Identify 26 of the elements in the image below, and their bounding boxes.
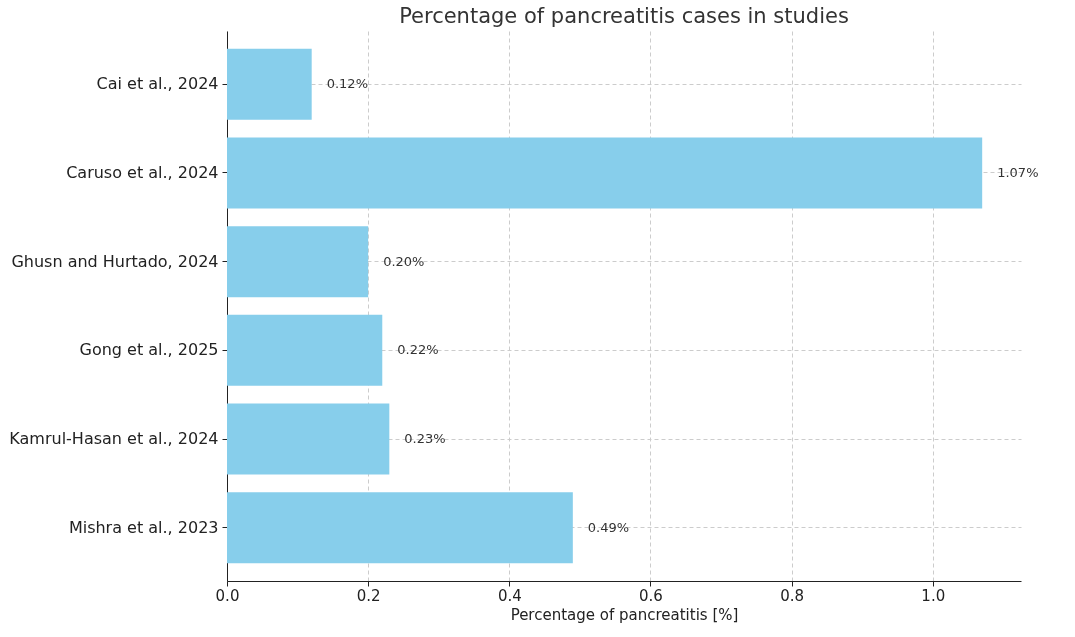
bar bbox=[227, 314, 383, 386]
data-label: 0.20% bbox=[383, 253, 425, 269]
data-label: 0.22% bbox=[397, 342, 439, 358]
x-tick-label: 0.6 bbox=[639, 586, 663, 605]
data-label: 0.12% bbox=[326, 76, 369, 92]
data-label: 0.49% bbox=[587, 519, 630, 535]
x-tick-label: 0.8 bbox=[780, 586, 805, 605]
bar bbox=[227, 48, 312, 120]
y-tick-label: Mishra et al., 2023 bbox=[68, 517, 219, 537]
data-label: 0.23% bbox=[404, 431, 446, 447]
bar bbox=[227, 226, 369, 298]
bar bbox=[227, 137, 983, 209]
y-tick-label: Caruso et al., 2024 bbox=[66, 162, 219, 182]
x-tick-label: 1.0 bbox=[921, 586, 946, 605]
bar bbox=[227, 492, 573, 564]
x-tick-label: 0.4 bbox=[497, 586, 522, 605]
x-tick-label: 0.2 bbox=[356, 586, 381, 605]
y-tick-label: Kamrul-Hasan et al., 2024 bbox=[9, 429, 219, 449]
data-label: 1.07% bbox=[997, 164, 1039, 180]
x-axis-title: Percentage of pancreatitis [%] bbox=[510, 605, 739, 624]
y-tick-label: Gong et al., 2025 bbox=[79, 340, 219, 360]
bar bbox=[227, 403, 390, 475]
y-tick-label: Cai et al., 2024 bbox=[96, 74, 219, 94]
chart-title: Percentage of pancreatitis cases in studies bbox=[399, 4, 849, 28]
y-tick-label: Ghusn and Hurtado, 2024 bbox=[11, 251, 219, 271]
x-tick-label: 0.0 bbox=[215, 586, 240, 605]
